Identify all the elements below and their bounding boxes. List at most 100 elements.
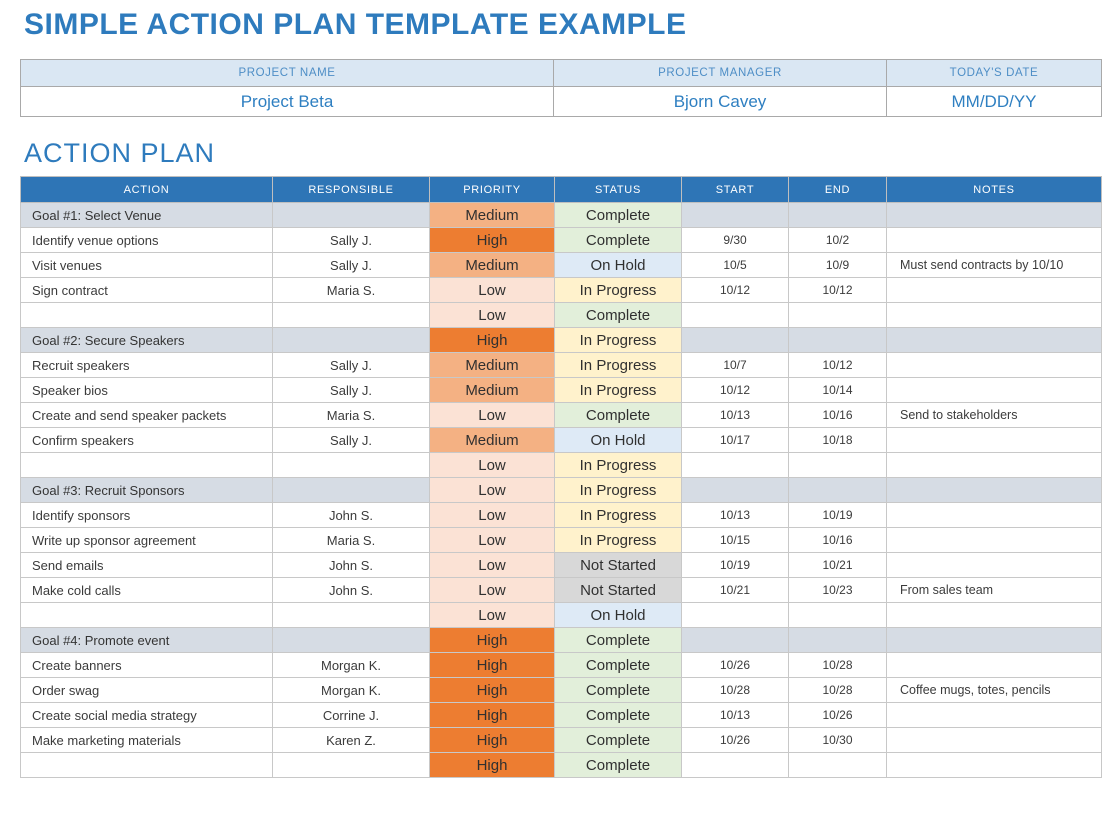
- notes-cell[interactable]: [886, 427, 1102, 453]
- responsible-cell[interactable]: Sally J.: [272, 252, 430, 278]
- start-cell[interactable]: 10/7: [681, 352, 789, 378]
- status-cell[interactable]: Complete: [554, 202, 682, 228]
- start-cell[interactable]: [681, 202, 789, 228]
- start-cell[interactable]: 10/28: [681, 677, 789, 703]
- notes-cell[interactable]: [886, 227, 1102, 253]
- responsible-cell[interactable]: [272, 327, 430, 353]
- priority-cell[interactable]: Low: [429, 527, 555, 553]
- status-cell[interactable]: Complete: [554, 302, 682, 328]
- priority-cell[interactable]: Medium: [429, 427, 555, 453]
- notes-cell[interactable]: [886, 527, 1102, 553]
- end-cell[interactable]: 10/18: [788, 427, 887, 453]
- action-cell[interactable]: Sign contract: [20, 277, 273, 303]
- action-cell[interactable]: Create social media strategy: [20, 702, 273, 728]
- start-cell[interactable]: 10/13: [681, 702, 789, 728]
- responsible-cell[interactable]: [272, 752, 430, 778]
- action-cell[interactable]: Order swag: [20, 677, 273, 703]
- priority-cell[interactable]: Medium: [429, 252, 555, 278]
- start-cell[interactable]: 10/26: [681, 727, 789, 753]
- start-cell[interactable]: 10/17: [681, 427, 789, 453]
- notes-cell[interactable]: [886, 652, 1102, 678]
- start-cell[interactable]: 9/30: [681, 227, 789, 253]
- action-cell[interactable]: Goal #4: Promote event: [20, 627, 273, 653]
- responsible-cell[interactable]: [272, 477, 430, 503]
- start-cell[interactable]: 10/26: [681, 652, 789, 678]
- project-name-cell[interactable]: Project Beta: [20, 86, 554, 117]
- priority-cell[interactable]: Low: [429, 402, 555, 428]
- end-cell[interactable]: [788, 477, 887, 503]
- responsible-cell[interactable]: Sally J.: [272, 227, 430, 253]
- status-cell[interactable]: Not Started: [554, 577, 682, 603]
- start-cell[interactable]: [681, 627, 789, 653]
- start-cell[interactable]: 10/12: [681, 377, 789, 403]
- priority-cell[interactable]: Medium: [429, 352, 555, 378]
- responsible-cell[interactable]: Sally J.: [272, 377, 430, 403]
- action-cell[interactable]: [20, 452, 273, 478]
- status-cell[interactable]: On Hold: [554, 602, 682, 628]
- end-cell[interactable]: 10/30: [788, 727, 887, 753]
- priority-cell[interactable]: Low: [429, 477, 555, 503]
- responsible-cell[interactable]: Karen Z.: [272, 727, 430, 753]
- start-cell[interactable]: [681, 302, 789, 328]
- notes-cell[interactable]: [886, 377, 1102, 403]
- start-cell[interactable]: 10/13: [681, 502, 789, 528]
- responsible-cell[interactable]: [272, 302, 430, 328]
- end-cell[interactable]: 10/21: [788, 552, 887, 578]
- responsible-cell[interactable]: Maria S.: [272, 277, 430, 303]
- priority-cell[interactable]: Low: [429, 277, 555, 303]
- action-cell[interactable]: Make marketing materials: [20, 727, 273, 753]
- start-cell[interactable]: 10/15: [681, 527, 789, 553]
- status-cell[interactable]: In Progress: [554, 327, 682, 353]
- status-cell[interactable]: Not Started: [554, 552, 682, 578]
- action-cell[interactable]: Identify sponsors: [20, 502, 273, 528]
- status-cell[interactable]: Complete: [554, 402, 682, 428]
- notes-cell[interactable]: [886, 277, 1102, 303]
- notes-cell[interactable]: [886, 327, 1102, 353]
- end-cell[interactable]: 10/19: [788, 502, 887, 528]
- responsible-cell[interactable]: John S.: [272, 502, 430, 528]
- action-cell[interactable]: Recruit speakers: [20, 352, 273, 378]
- start-cell[interactable]: [681, 477, 789, 503]
- priority-cell[interactable]: Low: [429, 552, 555, 578]
- status-cell[interactable]: In Progress: [554, 502, 682, 528]
- end-cell[interactable]: 10/28: [788, 677, 887, 703]
- priority-cell[interactable]: High: [429, 727, 555, 753]
- status-cell[interactable]: In Progress: [554, 277, 682, 303]
- priority-cell[interactable]: High: [429, 677, 555, 703]
- responsible-cell[interactable]: Maria S.: [272, 527, 430, 553]
- responsible-cell[interactable]: Maria S.: [272, 402, 430, 428]
- responsible-cell[interactable]: Sally J.: [272, 427, 430, 453]
- responsible-cell[interactable]: [272, 452, 430, 478]
- status-cell[interactable]: In Progress: [554, 377, 682, 403]
- action-cell[interactable]: Visit venues: [20, 252, 273, 278]
- start-cell[interactable]: 10/21: [681, 577, 789, 603]
- start-cell[interactable]: 10/12: [681, 277, 789, 303]
- responsible-cell[interactable]: [272, 202, 430, 228]
- action-cell[interactable]: Write up sponsor agreement: [20, 527, 273, 553]
- priority-cell[interactable]: Low: [429, 602, 555, 628]
- responsible-cell[interactable]: Morgan K.: [272, 677, 430, 703]
- priority-cell[interactable]: High: [429, 627, 555, 653]
- status-cell[interactable]: In Progress: [554, 527, 682, 553]
- responsible-cell[interactable]: [272, 627, 430, 653]
- action-cell[interactable]: [20, 302, 273, 328]
- action-cell[interactable]: Confirm speakers: [20, 427, 273, 453]
- responsible-cell[interactable]: [272, 602, 430, 628]
- start-cell[interactable]: [681, 452, 789, 478]
- status-cell[interactable]: Complete: [554, 627, 682, 653]
- end-cell[interactable]: 10/28: [788, 652, 887, 678]
- notes-cell[interactable]: [886, 477, 1102, 503]
- responsible-cell[interactable]: Sally J.: [272, 352, 430, 378]
- notes-cell[interactable]: [886, 702, 1102, 728]
- notes-cell[interactable]: [886, 552, 1102, 578]
- notes-cell[interactable]: [886, 352, 1102, 378]
- end-cell[interactable]: 10/23: [788, 577, 887, 603]
- end-cell[interactable]: [788, 302, 887, 328]
- end-cell[interactable]: 10/16: [788, 402, 887, 428]
- notes-cell[interactable]: [886, 752, 1102, 778]
- end-cell[interactable]: [788, 327, 887, 353]
- action-cell[interactable]: [20, 602, 273, 628]
- status-cell[interactable]: In Progress: [554, 452, 682, 478]
- notes-cell[interactable]: Send to stakeholders: [886, 402, 1102, 428]
- notes-cell[interactable]: Coffee mugs, totes, pencils: [886, 677, 1102, 703]
